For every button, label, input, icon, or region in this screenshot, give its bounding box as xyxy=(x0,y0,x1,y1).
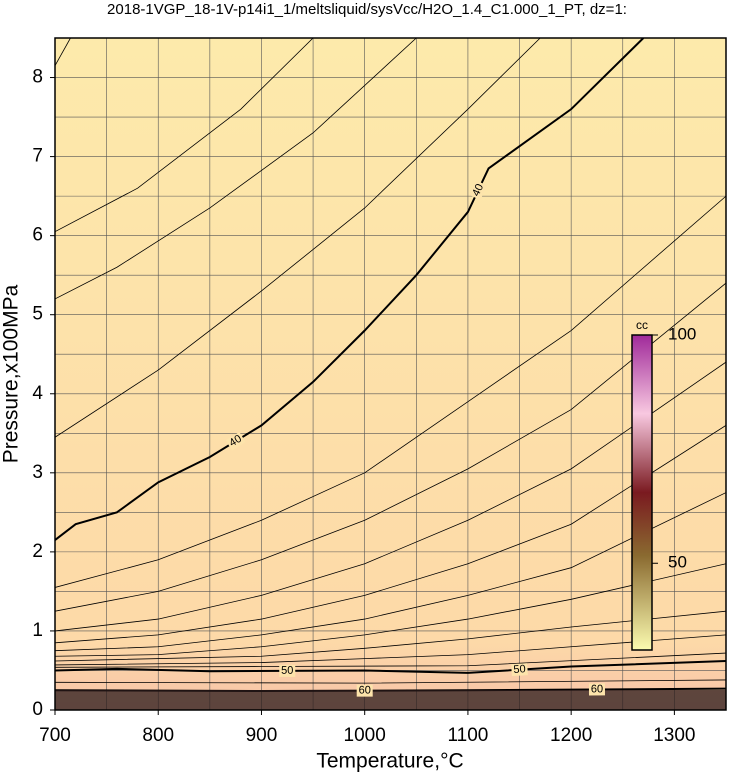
colorbar-fill xyxy=(631,334,653,651)
contour-label-bg xyxy=(225,431,246,451)
x-tick-label: 1200 xyxy=(550,725,592,746)
contour-label: 40 xyxy=(227,433,244,450)
dense-contour-band xyxy=(55,690,726,710)
contour-line xyxy=(55,38,314,233)
contour-label-bg xyxy=(356,684,373,697)
contour-line xyxy=(55,38,645,541)
contour-label-bg xyxy=(511,663,528,677)
contour-line xyxy=(55,634,726,666)
y-tick-label: 3 xyxy=(32,462,43,483)
y-tick-label: 2 xyxy=(32,541,43,562)
contour-label: 60 xyxy=(359,685,371,697)
contour-line xyxy=(55,563,726,657)
y-tick-label: 8 xyxy=(32,67,43,88)
contour-line xyxy=(55,282,726,612)
contour-labels: 40 40 50 50 60 60 xyxy=(225,180,605,697)
contour-label: 50 xyxy=(513,663,526,676)
y-tick-label: 1 xyxy=(32,620,43,641)
x-tick-label: 900 xyxy=(246,725,278,746)
contour-label: 40 xyxy=(470,182,486,198)
contour-label: 50 xyxy=(281,665,293,677)
colorbar-tick-label: 50 xyxy=(668,553,687,572)
x-tick-label: 1000 xyxy=(344,725,386,746)
contour-line xyxy=(55,38,71,66)
axes: 700 800 900 1000 1100 1200 1300 0 1 2 3 4 5 6 7 8 xyxy=(32,67,695,746)
contour-label-bg xyxy=(279,664,296,677)
x-tick-label: 1300 xyxy=(653,725,695,746)
x-axis-label: Temperature,°C xyxy=(316,750,463,773)
contour-line xyxy=(55,195,726,588)
contour-label: 60 xyxy=(591,683,603,695)
y-tick-label: 6 xyxy=(32,225,43,246)
contour-line xyxy=(55,361,726,632)
contour-line xyxy=(55,425,726,644)
contour-line xyxy=(55,659,726,674)
y-tick-label: 4 xyxy=(32,383,43,404)
contour-line xyxy=(55,38,417,300)
y-tick-label: 7 xyxy=(32,146,43,167)
x-tick-label: 700 xyxy=(39,725,71,746)
x-tick-label: 800 xyxy=(142,725,174,746)
y-tick-label: 0 xyxy=(32,699,43,720)
y-axis-label: Pressure,x100MPa xyxy=(0,284,23,463)
plot-area xyxy=(55,38,726,710)
contour-line xyxy=(55,492,726,652)
x-tick-label: 1100 xyxy=(447,725,488,746)
contour-label-bg xyxy=(469,180,488,200)
contour-line xyxy=(55,652,726,668)
plot-frame xyxy=(54,37,727,711)
colorbar-tick-label: 100 xyxy=(668,324,696,343)
contour-line xyxy=(55,38,541,438)
contour-line xyxy=(55,679,726,684)
chart-title: 2018-1VGP_18-1V-p14i1_1/meltsliquid/sysV… xyxy=(107,1,627,18)
y-tick-label: 5 xyxy=(32,304,43,325)
colorbar: cc 50 100 xyxy=(631,318,696,651)
contour-label-bg xyxy=(588,683,605,696)
colorbar-label: cc xyxy=(636,318,648,332)
contour-line xyxy=(55,610,726,662)
